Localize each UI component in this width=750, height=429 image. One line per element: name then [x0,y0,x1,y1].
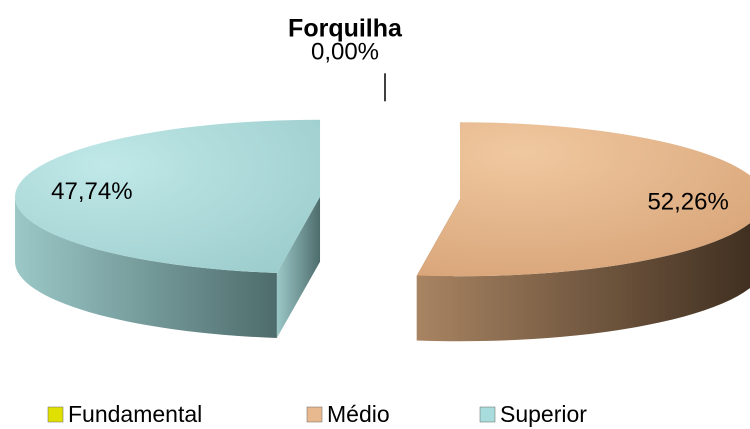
legend-swatch [306,406,323,423]
slice-wall [276,196,321,338]
slice [15,119,321,273]
slice-side [416,223,750,342]
legend-label: Fundamental [68,401,202,427]
legend-label: Superior [500,401,587,427]
legend-swatch [47,406,64,423]
data-label: 0,00% [311,39,379,66]
data-label: 52,26% [647,189,728,216]
slice [416,122,750,277]
data-label: 47,74% [51,178,132,205]
chart-title: Forquilha [288,15,403,43]
legend-label: Médio [327,401,390,427]
legend-swatch [479,406,496,423]
slice-side [15,196,277,338]
